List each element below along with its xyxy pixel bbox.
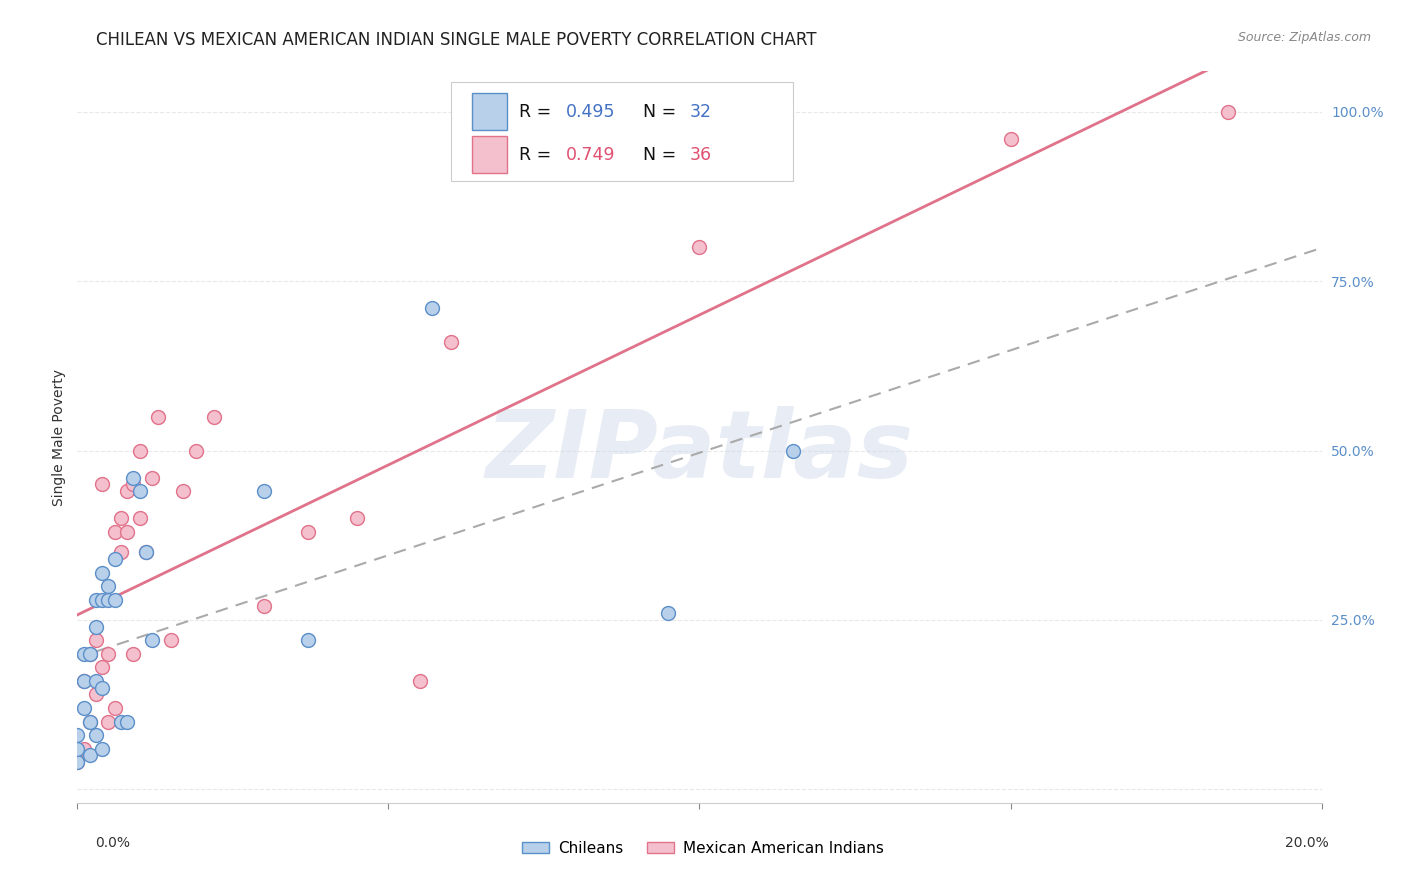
FancyBboxPatch shape (472, 94, 506, 130)
Point (122, 477, 145, 491)
Point (128, 443, 150, 458)
Point (782, 443, 804, 458)
Point (122, 647, 145, 661)
Point (84, 688, 107, 702)
Text: Source: ZipAtlas.com: Source: ZipAtlas.com (1237, 31, 1371, 45)
Y-axis label: Single Male Poverty: Single Male Poverty (52, 368, 66, 506)
Text: CHILEAN VS MEXICAN AMERICAN INDIAN SINGLE MALE POVERTY CORRELATION CHART: CHILEAN VS MEXICAN AMERICAN INDIAN SINGL… (96, 31, 815, 49)
Point (79, 647, 101, 661)
Point (110, 714, 132, 729)
Point (97, 592, 120, 607)
Point (110, 545, 132, 559)
Text: R =: R = (519, 145, 557, 163)
Point (202, 409, 225, 424)
Point (297, 524, 319, 539)
Point (72, 673, 94, 688)
Point (141, 471, 163, 485)
Point (72, 741, 94, 756)
Point (72, 647, 94, 661)
Point (115, 524, 138, 539)
Point (115, 714, 138, 729)
Point (104, 552, 127, 566)
Point (657, 606, 679, 620)
Point (79, 714, 101, 729)
Point (91, 741, 114, 756)
Point (84, 592, 107, 607)
Point (84, 620, 107, 634)
Point (420, 301, 443, 316)
Point (1000, 132, 1022, 146)
Text: 20.0%: 20.0% (1285, 836, 1329, 850)
Point (97, 714, 120, 729)
Point (297, 633, 319, 648)
Point (84, 673, 107, 688)
Point (104, 592, 127, 607)
Point (79, 748, 101, 763)
Text: 0.0%: 0.0% (96, 836, 131, 850)
Text: 32: 32 (689, 103, 711, 120)
Point (172, 484, 194, 499)
Point (84, 728, 107, 742)
Point (79, 647, 101, 661)
Point (66, 755, 89, 769)
Point (346, 511, 368, 525)
Point (148, 409, 170, 424)
Text: ZIPatlas: ZIPatlas (485, 406, 914, 498)
FancyBboxPatch shape (450, 82, 793, 181)
Text: 0.495: 0.495 (567, 103, 616, 120)
Point (72, 701, 94, 715)
Point (141, 633, 163, 648)
Point (91, 681, 114, 695)
Point (408, 673, 430, 688)
Point (439, 335, 461, 350)
Point (110, 511, 132, 525)
Point (84, 633, 107, 648)
Point (253, 599, 276, 614)
Text: N =: N = (644, 145, 682, 163)
Point (66, 741, 89, 756)
Point (104, 524, 127, 539)
Point (135, 545, 157, 559)
Point (91, 566, 114, 580)
Text: R =: R = (519, 103, 557, 120)
Text: 0.749: 0.749 (567, 145, 616, 163)
Point (1218, 105, 1240, 120)
Point (128, 484, 150, 499)
Text: 36: 36 (689, 145, 711, 163)
FancyBboxPatch shape (472, 136, 506, 173)
Point (66, 728, 89, 742)
Point (97, 647, 120, 661)
Point (184, 443, 207, 458)
Point (79, 714, 101, 729)
Legend: Chileans, Mexican American Indians: Chileans, Mexican American Indians (516, 835, 890, 862)
Point (66, 755, 89, 769)
Point (122, 471, 145, 485)
Point (115, 484, 138, 499)
Point (128, 511, 150, 525)
Point (72, 673, 94, 688)
Point (104, 701, 127, 715)
Point (97, 579, 120, 593)
Point (253, 484, 276, 499)
Text: N =: N = (644, 103, 682, 120)
Point (91, 592, 114, 607)
Point (135, 545, 157, 559)
Point (689, 240, 711, 254)
Point (91, 477, 114, 491)
Point (159, 633, 181, 648)
Point (91, 660, 114, 674)
